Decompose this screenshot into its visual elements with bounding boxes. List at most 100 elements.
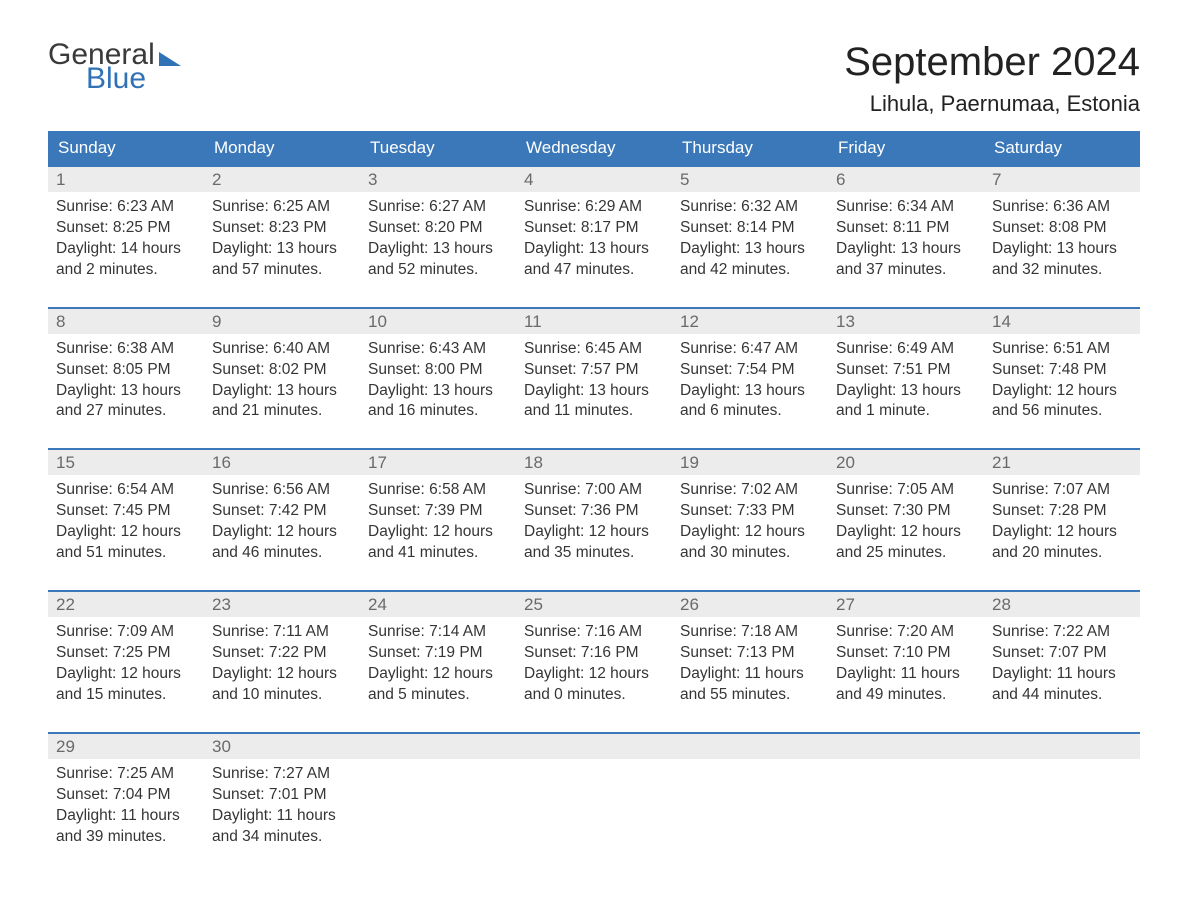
day-details: Sunrise: 6:56 AMSunset: 7:42 PMDaylight:… (204, 475, 360, 568)
sunset-text: Sunset: 8:05 PM (56, 360, 196, 381)
daylight-text: and 25 minutes. (836, 543, 976, 564)
sunset-text: Sunset: 7:57 PM (524, 360, 664, 381)
daylight-text: Daylight: 13 hours (680, 239, 820, 260)
day-number: 24 (360, 592, 516, 617)
sunrise-text: Sunrise: 7:09 AM (56, 622, 196, 643)
calendar-cell: 6Sunrise: 6:34 AMSunset: 8:11 PMDaylight… (828, 167, 984, 285)
calendar-cell: 13Sunrise: 6:49 AMSunset: 7:51 PMDayligh… (828, 309, 984, 427)
sunset-text: Sunset: 7:10 PM (836, 643, 976, 664)
daylight-text: Daylight: 13 hours (836, 381, 976, 402)
weekday-label: Sunday (48, 131, 204, 165)
calendar-week: 22Sunrise: 7:09 AMSunset: 7:25 PMDayligh… (48, 590, 1140, 710)
daylight-text: and 34 minutes. (212, 827, 352, 848)
sunset-text: Sunset: 7:45 PM (56, 501, 196, 522)
daylight-text: Daylight: 12 hours (836, 522, 976, 543)
day-details: Sunrise: 7:09 AMSunset: 7:25 PMDaylight:… (48, 617, 204, 710)
day-number: 2 (204, 167, 360, 192)
sunrise-text: Sunrise: 6:32 AM (680, 197, 820, 218)
calendar-week: 15Sunrise: 6:54 AMSunset: 7:45 PMDayligh… (48, 448, 1140, 568)
brand-word-2: Blue (48, 64, 181, 94)
calendar-cell: 18Sunrise: 7:00 AMSunset: 7:36 PMDayligh… (516, 450, 672, 568)
day-details: Sunrise: 6:23 AMSunset: 8:25 PMDaylight:… (48, 192, 204, 285)
day-number: 12 (672, 309, 828, 334)
daylight-text: Daylight: 11 hours (56, 806, 196, 827)
daylight-text: Daylight: 11 hours (992, 664, 1132, 685)
sunrise-text: Sunrise: 6:58 AM (368, 480, 508, 501)
sunset-text: Sunset: 7:16 PM (524, 643, 664, 664)
day-details: Sunrise: 6:36 AMSunset: 8:08 PMDaylight:… (984, 192, 1140, 285)
calendar-cell: 4Sunrise: 6:29 AMSunset: 8:17 PMDaylight… (516, 167, 672, 285)
sunrise-text: Sunrise: 6:56 AM (212, 480, 352, 501)
day-number: 9 (204, 309, 360, 334)
sunset-text: Sunset: 8:20 PM (368, 218, 508, 239)
day-number: 1 (48, 167, 204, 192)
day-number: 23 (204, 592, 360, 617)
calendar-cell: 16Sunrise: 6:56 AMSunset: 7:42 PMDayligh… (204, 450, 360, 568)
day-number (672, 734, 828, 759)
daylight-text: and 2 minutes. (56, 260, 196, 281)
sunset-text: Sunset: 7:28 PM (992, 501, 1132, 522)
day-details: Sunrise: 7:27 AMSunset: 7:01 PMDaylight:… (204, 759, 360, 852)
day-number: 19 (672, 450, 828, 475)
daylight-text: Daylight: 13 hours (836, 239, 976, 260)
calendar-cell: 9Sunrise: 6:40 AMSunset: 8:02 PMDaylight… (204, 309, 360, 427)
daylight-text: Daylight: 12 hours (680, 522, 820, 543)
day-details: Sunrise: 6:47 AMSunset: 7:54 PMDaylight:… (672, 334, 828, 427)
sunrise-text: Sunrise: 6:51 AM (992, 339, 1132, 360)
day-details: Sunrise: 6:29 AMSunset: 8:17 PMDaylight:… (516, 192, 672, 285)
sunset-text: Sunset: 7:42 PM (212, 501, 352, 522)
weekday-label: Tuesday (360, 131, 516, 165)
day-details: Sunrise: 6:51 AMSunset: 7:48 PMDaylight:… (984, 334, 1140, 427)
calendar-cell: 28Sunrise: 7:22 AMSunset: 7:07 PMDayligh… (984, 592, 1140, 710)
calendar-week: 29Sunrise: 7:25 AMSunset: 7:04 PMDayligh… (48, 732, 1140, 852)
weekday-label: Friday (828, 131, 984, 165)
flag-icon (159, 52, 181, 66)
daylight-text: and 51 minutes. (56, 543, 196, 564)
sunrise-text: Sunrise: 7:22 AM (992, 622, 1132, 643)
daylight-text: Daylight: 11 hours (680, 664, 820, 685)
calendar-cell: 1Sunrise: 6:23 AMSunset: 8:25 PMDaylight… (48, 167, 204, 285)
sunrise-text: Sunrise: 7:25 AM (56, 764, 196, 785)
sunrise-text: Sunrise: 6:25 AM (212, 197, 352, 218)
sunset-text: Sunset: 8:02 PM (212, 360, 352, 381)
daylight-text: and 5 minutes. (368, 685, 508, 706)
daylight-text: and 11 minutes. (524, 401, 664, 422)
daylight-text: and 10 minutes. (212, 685, 352, 706)
calendar-cell: 30Sunrise: 7:27 AMSunset: 7:01 PMDayligh… (204, 734, 360, 852)
sunset-text: Sunset: 7:07 PM (992, 643, 1132, 664)
daylight-text: and 1 minute. (836, 401, 976, 422)
sunset-text: Sunset: 7:36 PM (524, 501, 664, 522)
day-details: Sunrise: 7:05 AMSunset: 7:30 PMDaylight:… (828, 475, 984, 568)
daylight-text: Daylight: 13 hours (56, 381, 196, 402)
sunset-text: Sunset: 7:48 PM (992, 360, 1132, 381)
calendar-cell: 15Sunrise: 6:54 AMSunset: 7:45 PMDayligh… (48, 450, 204, 568)
location-text: Lihula, Paernumaa, Estonia (844, 91, 1140, 117)
sunrise-text: Sunrise: 7:11 AM (212, 622, 352, 643)
daylight-text: Daylight: 13 hours (992, 239, 1132, 260)
day-details: Sunrise: 6:58 AMSunset: 7:39 PMDaylight:… (360, 475, 516, 568)
daylight-text: and 55 minutes. (680, 685, 820, 706)
sunset-text: Sunset: 7:19 PM (368, 643, 508, 664)
day-number: 20 (828, 450, 984, 475)
daylight-text: and 56 minutes. (992, 401, 1132, 422)
calendar-cell: 8Sunrise: 6:38 AMSunset: 8:05 PMDaylight… (48, 309, 204, 427)
sunrise-text: Sunrise: 7:20 AM (836, 622, 976, 643)
sunset-text: Sunset: 8:25 PM (56, 218, 196, 239)
sunrise-text: Sunrise: 7:05 AM (836, 480, 976, 501)
daylight-text: Daylight: 13 hours (212, 381, 352, 402)
daylight-text: Daylight: 12 hours (524, 664, 664, 685)
calendar-cell: 14Sunrise: 6:51 AMSunset: 7:48 PMDayligh… (984, 309, 1140, 427)
sunrise-text: Sunrise: 7:02 AM (680, 480, 820, 501)
day-number: 5 (672, 167, 828, 192)
day-number: 26 (672, 592, 828, 617)
calendar-cell: 11Sunrise: 6:45 AMSunset: 7:57 PMDayligh… (516, 309, 672, 427)
daylight-text: Daylight: 12 hours (212, 664, 352, 685)
day-number (360, 734, 516, 759)
daylight-text: Daylight: 12 hours (992, 381, 1132, 402)
sunrise-text: Sunrise: 7:18 AM (680, 622, 820, 643)
daylight-text: Daylight: 13 hours (680, 381, 820, 402)
sunrise-text: Sunrise: 6:38 AM (56, 339, 196, 360)
day-number (984, 734, 1140, 759)
day-number: 21 (984, 450, 1140, 475)
sunrise-text: Sunrise: 6:49 AM (836, 339, 976, 360)
